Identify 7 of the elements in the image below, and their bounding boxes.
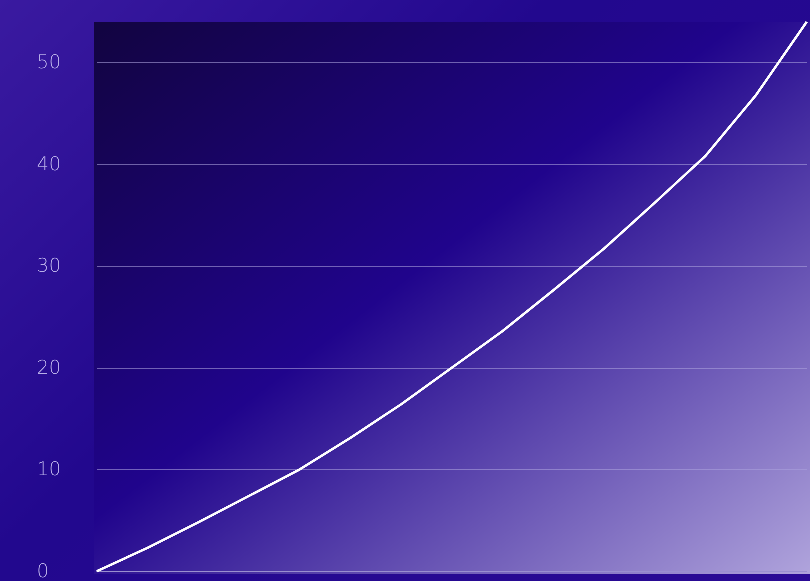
y-tick-label: 40	[37, 153, 62, 176]
y-tick-label: 10	[37, 458, 62, 481]
y-tick-label: 20	[37, 356, 62, 379]
y-tick-label: 30	[37, 255, 62, 278]
y-tick-label: 50	[37, 52, 62, 74]
y-tick-label: 0	[37, 560, 50, 581]
line-series	[96, 20, 808, 573]
